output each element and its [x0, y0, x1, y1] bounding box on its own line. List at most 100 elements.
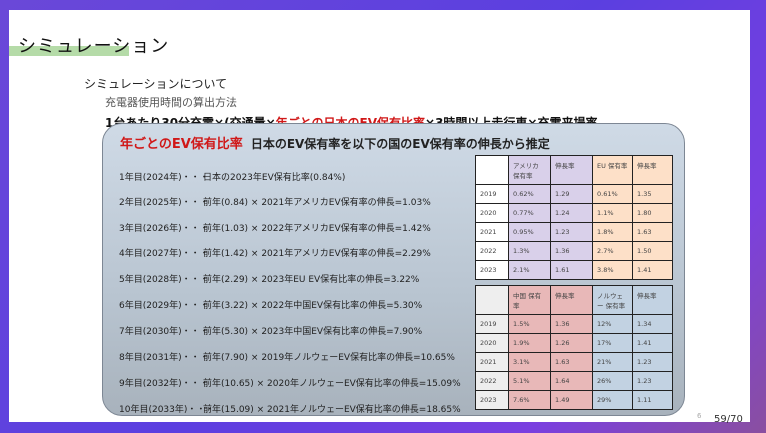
- estimate-line: 8年目(2031年)・・・前年(7.90) × 2019年ノルウェーEV保有比率…: [119, 350, 455, 363]
- table-cell: 伸長率: [550, 155, 593, 185]
- china-norway-table: 中国 保有率 伸長率 ノルウェー 保有率 伸長率 2019 1.5% 1.36 12% 1.34…: [475, 285, 673, 410]
- table-cell: 2021: [475, 352, 509, 372]
- table-cell: 2019: [475, 314, 509, 334]
- table-cell: 1.50: [632, 241, 673, 261]
- table-cell: 2020: [475, 333, 509, 353]
- subtitle: シミュレーションについて: [84, 77, 228, 91]
- table-row: 2019 0.62% 1.29 0.61% 1.35: [475, 184, 673, 204]
- estimate-line: 2年目(2025年)・・・前年(0.84) × 2021年アメリカEV保有率の伸…: [119, 195, 431, 208]
- table-cell: 2023: [475, 260, 509, 280]
- table-cell: 3.1%: [508, 352, 551, 372]
- page-indicator: 59/70: [714, 414, 743, 425]
- table-cell: 5.1%: [508, 371, 551, 391]
- table-row: 2022 5.1% 1.64 26% 1.23: [475, 371, 673, 391]
- table-cell: 1.64: [550, 371, 593, 391]
- table-cell: 1.9%: [508, 333, 551, 353]
- estimate-line: 3年目(2026年)・・・前年(1.03) × 2022年アメリカEV保有率の伸…: [119, 221, 431, 234]
- table-cell: 1.24: [550, 203, 593, 223]
- estimate-text: 前年(1.03) × 2022年アメリカEV保有率の伸長=1.42%: [203, 224, 431, 234]
- table-cell: 1.8%: [592, 222, 633, 242]
- table-cell: 1.41: [632, 333, 673, 353]
- estimate-line: 6年目(2029年)・・・前年(3.22) × 2022年中国EV保有比率の伸長…: [119, 298, 422, 311]
- year-label: 9年目(2032年)・・・: [119, 379, 209, 389]
- table-cell: 1.5%: [508, 314, 551, 334]
- estimate-text: 前年(5.30) × 2023年中国EV保有比率の伸長=7.90%: [203, 327, 423, 337]
- table-cell: 中国 保有率: [508, 285, 551, 315]
- estimate-text: 前年(1.42) × 2021年アメリカEV保有率の伸長=2.29%: [203, 249, 431, 259]
- table-cell: 伸長率: [632, 285, 673, 315]
- table-cell: 1.36: [550, 314, 593, 334]
- table-row: 2022 1.3% 1.36 2.7% 1.50: [475, 241, 673, 261]
- year-label: 2年目(2025年)・・・: [119, 198, 209, 208]
- panel-heading: 年ごとのEV保有比率 日本のEV保有率を以下の国のEV保有率の伸長から推定: [120, 137, 550, 152]
- table-cell: 1.23: [632, 352, 673, 372]
- table-cell: 2023: [475, 390, 509, 410]
- table-cell: 2019: [475, 184, 509, 204]
- table-cell: ノルウェー 保有率: [592, 285, 633, 315]
- table-cell: 1.3%: [508, 241, 551, 261]
- table-cell: アメリカ 保有率: [508, 155, 551, 185]
- method-label: 充電器使用時間の算出方法: [105, 96, 237, 109]
- table-cell: 1.23: [632, 371, 673, 391]
- year-label: 1年目(2024年)・・・: [119, 173, 209, 183]
- estimate-text: 前年(2.29) × 2023年EU EV保有比率の伸長=3.22%: [203, 275, 420, 285]
- table-cell: 0.77%: [508, 203, 551, 223]
- table-cell: 0.95%: [508, 222, 551, 242]
- table-row: 2019 1.5% 1.36 12% 1.34: [475, 314, 673, 334]
- table-cell: 1.63: [632, 222, 673, 242]
- slide-number: 6: [697, 412, 702, 420]
- estimate-text: 前年(10.65) × 2020年ノルウェーEV保有比率の伸長=15.09%: [203, 379, 461, 389]
- year-label: 5年目(2028年)・・・: [119, 275, 209, 285]
- table-cell: 2022: [475, 241, 509, 261]
- table-cell: 伸長率: [632, 155, 673, 185]
- table-cell: 2020: [475, 203, 509, 223]
- table-cell: EU 保有率: [592, 155, 633, 185]
- estimate-text: 日本の2023年EV保有比率(0.84%): [203, 173, 346, 183]
- table-cell: 2022: [475, 371, 509, 391]
- year-label: 8年目(2031年)・・・: [119, 353, 209, 363]
- table-cell: 1.34: [632, 314, 673, 334]
- table-cell: 1.35: [632, 184, 673, 204]
- table-header: 中国 保有率 伸長率 ノルウェー 保有率 伸長率: [475, 285, 673, 315]
- estimate-text: 前年(3.22) × 2022年中国EV保有比率の伸長=5.30%: [203, 301, 423, 311]
- table-row: 2023 2.1% 1.61 3.8% 1.41: [475, 260, 673, 280]
- table-cell: 2.7%: [592, 241, 633, 261]
- year-label: 3年目(2026年)・・・: [119, 224, 209, 234]
- estimate-text: 前年(7.90) × 2019年ノルウェーEV保有比率の伸長=10.65%: [203, 353, 455, 363]
- year-label: 4年目(2027年)・・・: [119, 249, 209, 259]
- table-cell: 7.6%: [508, 390, 551, 410]
- estimate-line: 10年目(2033年)・・・前年(15.09) × 2021年ノルウェーEV保有…: [119, 402, 461, 415]
- table-cell: 17%: [592, 333, 633, 353]
- table-row: 2021 0.95% 1.23 1.8% 1.63: [475, 222, 673, 242]
- table-cell: 1.36: [550, 241, 593, 261]
- table-cell: 1.41: [632, 260, 673, 280]
- ev-ratio-panel: 年ごとのEV保有比率 日本のEV保有率を以下の国のEV保有率の伸長から推定 1年目…: [102, 123, 685, 416]
- table-cell: 1.1%: [592, 203, 633, 223]
- year-label: 7年目(2030年)・・・: [119, 327, 209, 337]
- estimate-line: 1年目(2024年)・・・日本の2023年EV保有比率(0.84%): [119, 170, 345, 183]
- table-cell: 1.63: [550, 352, 593, 372]
- table-cell: 12%: [592, 314, 633, 334]
- table-cell: 26%: [592, 371, 633, 391]
- table-row: 2021 3.1% 1.63 21% 1.23: [475, 352, 673, 372]
- estimate-text: 前年(0.84) × 2021年アメリカEV保有率の伸長=1.03%: [203, 198, 431, 208]
- title-highlight: [9, 46, 129, 56]
- table-cell: 1.23: [550, 222, 593, 242]
- table-cell: 0.62%: [508, 184, 551, 204]
- table-cell: 1.29: [550, 184, 593, 204]
- table-header: アメリカ 保有率 伸長率 EU 保有率 伸長率: [475, 155, 673, 185]
- estimate-text: 前年(15.09) × 2021年ノルウェーEV保有比率の伸長=18.65%: [203, 405, 461, 415]
- table-row: 2020 0.77% 1.24 1.1% 1.80: [475, 203, 673, 223]
- table-cell: 2.1%: [508, 260, 551, 280]
- table-cell: 1.11: [632, 390, 673, 410]
- table-cell: 1.26: [550, 333, 593, 353]
- table-cell: 2021: [475, 222, 509, 242]
- table-cell: 伸長率: [550, 285, 593, 315]
- table-cell: 3.8%: [592, 260, 633, 280]
- table-row: 2020 1.9% 1.26 17% 1.41: [475, 333, 673, 353]
- table-cell: 1.61: [550, 260, 593, 280]
- table-cell: 0.61%: [592, 184, 633, 204]
- table-cell: 21%: [592, 352, 633, 372]
- table-cell: 1.49: [550, 390, 593, 410]
- year-label: 10年目(2033年)・・・: [119, 405, 215, 415]
